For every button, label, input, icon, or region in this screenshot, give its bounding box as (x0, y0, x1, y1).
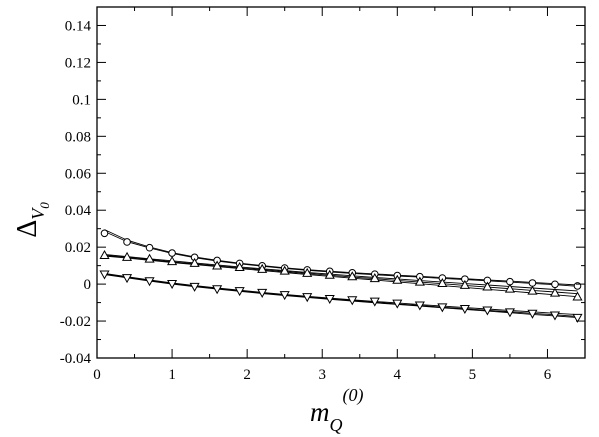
data-point-triangle-down (414, 301, 425, 311)
data-point-triangle-up (324, 269, 335, 279)
series-line-triangle-down (104, 272, 578, 316)
data-point-triangle-up (369, 273, 380, 283)
data-point-triangle-down (549, 311, 561, 321)
data-point-triangle-down (392, 299, 403, 309)
x-tick-label: 2 (243, 367, 251, 383)
data-point-triangle-up (459, 279, 470, 289)
y-tick-label: 0.06 (65, 166, 92, 182)
data-point-triangle-down (527, 309, 538, 319)
data-point-triangle-up (392, 274, 403, 284)
x-tick-label: 6 (544, 367, 552, 383)
data-point-triangle-up (414, 276, 425, 286)
data-point-triangle-up (482, 281, 493, 291)
y-axis: -0.04 -0.02 0 0.02 0.04 0.06 0.08 0.1 0.12 0.14 (60, 18, 585, 367)
y-axis-title-main: Δ (12, 220, 43, 238)
y-tick-label: -0.04 (60, 351, 92, 367)
y-tick-label: 0.02 (65, 240, 91, 256)
data-point-triangle-up (347, 271, 358, 281)
series-lines (104, 229, 578, 318)
data-point-triangle-down (437, 303, 448, 313)
data-point-triangle-down (257, 288, 268, 298)
y-tick-label: 0.1 (72, 92, 91, 108)
data-point-triangle-down (347, 296, 358, 306)
data-point-triangle-down (504, 308, 515, 318)
x-axis-title-main: m (310, 397, 330, 427)
data-point-triangle-down (212, 285, 223, 295)
y-tick-label: 0.04 (65, 203, 92, 219)
y-tick-label: 0.08 (65, 129, 91, 145)
data-point-triangle-down (482, 306, 493, 316)
y-axis-title-sub: V (28, 207, 48, 220)
plot-frame (96, 6, 586, 359)
data-point-triangle-down (302, 293, 313, 303)
data-point-triangle-up (212, 260, 223, 270)
data-point-circle (100, 229, 109, 238)
x-tick-label: 3 (318, 367, 326, 383)
data-point-triangle-up (99, 249, 110, 259)
x-axis-title-sub: Q (330, 415, 343, 435)
series-line-triangle-up (104, 254, 578, 292)
data-point-triangle-up (572, 291, 583, 301)
data-point-triangle-up (527, 285, 538, 295)
data-point-triangle-down (121, 274, 133, 284)
data-point-triangle-down (167, 280, 178, 290)
y-tick-label: 0.14 (65, 18, 92, 34)
data-point-triangle-up (257, 263, 268, 273)
y-tick-label: 0.12 (65, 55, 91, 71)
data-point-triangle-down (144, 277, 155, 287)
data-point-circle (168, 249, 176, 257)
data-point-circle (528, 279, 537, 287)
data-point-triangle-down (234, 287, 245, 297)
data-point-triangle-up (121, 251, 133, 261)
data-point-triangle-up (167, 256, 178, 266)
data-point-triangle-up (144, 253, 155, 263)
series-line-circle (104, 229, 578, 286)
series-line-triangle-down (104, 273, 578, 317)
data-point-triangle-down (324, 295, 335, 305)
x-axis-title-sup: (0) (343, 385, 364, 406)
series-line-circle (104, 231, 578, 287)
data-point-triangle-down (459, 304, 470, 315)
x-axis-title: mQ(0) (310, 385, 364, 435)
data-point-triangle-up (189, 257, 200, 267)
x-axis: 0 1 2 3 4 5 6 (93, 7, 552, 383)
data-point-triangle-down (369, 297, 380, 307)
y-axis-title-subsub: 0 (37, 202, 52, 209)
series-line-triangle-up (104, 254, 578, 295)
data-point-triangle-up (437, 278, 448, 288)
series-line-triangle-up (104, 255, 578, 298)
data-point-circle (145, 243, 154, 252)
y-tick-label: -0.02 (60, 314, 91, 330)
x-tick-label: 4 (394, 367, 402, 383)
series-markers (99, 229, 583, 323)
x-tick-label: 0 (93, 367, 101, 383)
data-point-triangle-down (99, 270, 110, 280)
data-point-triangle-up (302, 267, 313, 277)
data-point-circle (123, 238, 131, 246)
data-point-triangle-down (279, 291, 290, 301)
data-point-triangle-down (189, 282, 200, 292)
y-tick-label: 0 (84, 277, 92, 293)
y-axis-title: ΔV0 (12, 202, 52, 238)
data-point-triangle-down (572, 313, 583, 323)
data-point-triangle-up (504, 283, 515, 293)
series-line-triangle-down (104, 274, 578, 318)
data-point-triangle-up (279, 265, 290, 275)
data-point-triangle-up (549, 287, 561, 297)
x-tick-label: 1 (168, 367, 176, 383)
data-point-triangle-up (234, 261, 245, 271)
data-point-circle (551, 280, 559, 289)
x-tick-label: 5 (469, 367, 477, 383)
